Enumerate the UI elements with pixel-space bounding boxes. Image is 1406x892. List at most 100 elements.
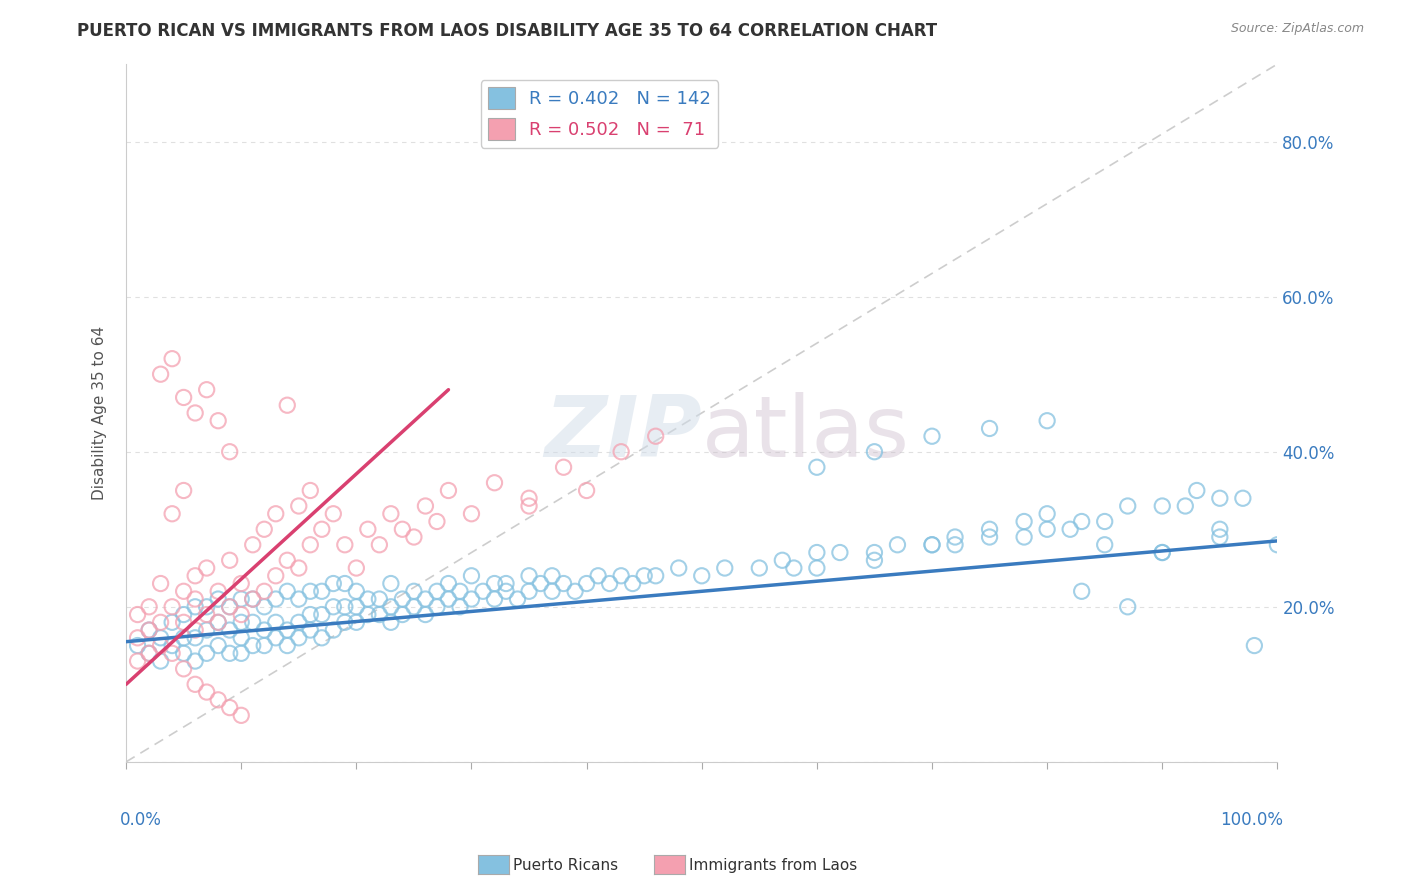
Point <box>1116 499 1139 513</box>
Point <box>415 607 437 622</box>
Point <box>460 507 482 521</box>
Point <box>184 599 207 614</box>
Point <box>138 646 160 660</box>
Point <box>184 623 207 637</box>
Point <box>344 615 367 630</box>
Point <box>195 561 218 575</box>
Point <box>1209 491 1232 506</box>
Point <box>333 576 356 591</box>
Point <box>391 592 413 607</box>
Point <box>218 700 240 714</box>
Point <box>173 391 195 405</box>
Point <box>160 599 183 614</box>
Point <box>1152 545 1174 559</box>
Point <box>599 576 621 591</box>
Point <box>921 538 943 552</box>
Point <box>173 483 195 498</box>
Point <box>242 639 264 653</box>
Point <box>160 646 183 660</box>
Point <box>231 615 253 630</box>
Point <box>322 576 344 591</box>
Point <box>299 623 322 637</box>
Text: 0.0%: 0.0% <box>121 811 162 829</box>
Point <box>506 592 529 607</box>
Point <box>402 584 425 599</box>
Point <box>621 576 644 591</box>
Point <box>160 351 183 366</box>
Point <box>1267 538 1289 552</box>
Point <box>288 592 311 607</box>
Point <box>322 599 344 614</box>
Point <box>1059 522 1081 536</box>
Point <box>184 631 207 645</box>
Point <box>207 615 229 630</box>
Point <box>1152 545 1174 559</box>
Point <box>207 693 229 707</box>
Point <box>1094 515 1116 529</box>
Point <box>426 599 449 614</box>
Point <box>357 607 380 622</box>
Point <box>344 599 367 614</box>
Point <box>288 631 311 645</box>
Point <box>460 568 482 582</box>
Point <box>1209 522 1232 536</box>
Point <box>610 444 633 458</box>
Point <box>218 444 240 458</box>
Point <box>1070 584 1092 599</box>
Point <box>921 429 943 443</box>
Point <box>173 631 195 645</box>
Point <box>437 576 460 591</box>
Point <box>276 623 298 637</box>
Point <box>943 530 966 544</box>
Point <box>391 607 413 622</box>
Point <box>127 607 149 622</box>
Point <box>253 584 276 599</box>
Point <box>437 592 460 607</box>
Point <box>311 522 333 536</box>
Point <box>484 576 506 591</box>
Point <box>231 576 253 591</box>
Point <box>529 576 551 591</box>
Point <box>1036 414 1059 428</box>
Point <box>276 398 298 412</box>
Point <box>863 444 886 458</box>
Point <box>160 615 183 630</box>
Point <box>1243 639 1265 653</box>
Text: Puerto Ricans: Puerto Ricans <box>513 858 619 872</box>
Point <box>299 584 322 599</box>
Point <box>357 592 380 607</box>
Point <box>299 483 322 498</box>
Point <box>713 561 735 575</box>
Point <box>231 592 253 607</box>
Point <box>231 646 253 660</box>
Text: ZIP: ZIP <box>544 392 702 475</box>
Point <box>1012 515 1035 529</box>
Point <box>207 584 229 599</box>
Point <box>333 615 356 630</box>
Point <box>1070 515 1092 529</box>
Point <box>311 631 333 645</box>
Point <box>207 639 229 653</box>
Point <box>276 553 298 567</box>
Point <box>231 708 253 723</box>
Point <box>610 568 633 582</box>
Point <box>1185 483 1208 498</box>
Point <box>195 599 218 614</box>
Point <box>748 561 770 575</box>
Point <box>264 568 287 582</box>
Point <box>517 568 540 582</box>
Point <box>921 538 943 552</box>
Point <box>368 592 391 607</box>
Point <box>173 646 195 660</box>
Point <box>668 561 690 575</box>
Point <box>253 599 276 614</box>
Point <box>288 561 311 575</box>
Point <box>517 499 540 513</box>
Point <box>368 607 391 622</box>
Point <box>322 507 344 521</box>
Point <box>1152 499 1174 513</box>
Point <box>783 561 806 575</box>
Point <box>138 599 160 614</box>
Point <box>368 538 391 552</box>
Point <box>264 615 287 630</box>
